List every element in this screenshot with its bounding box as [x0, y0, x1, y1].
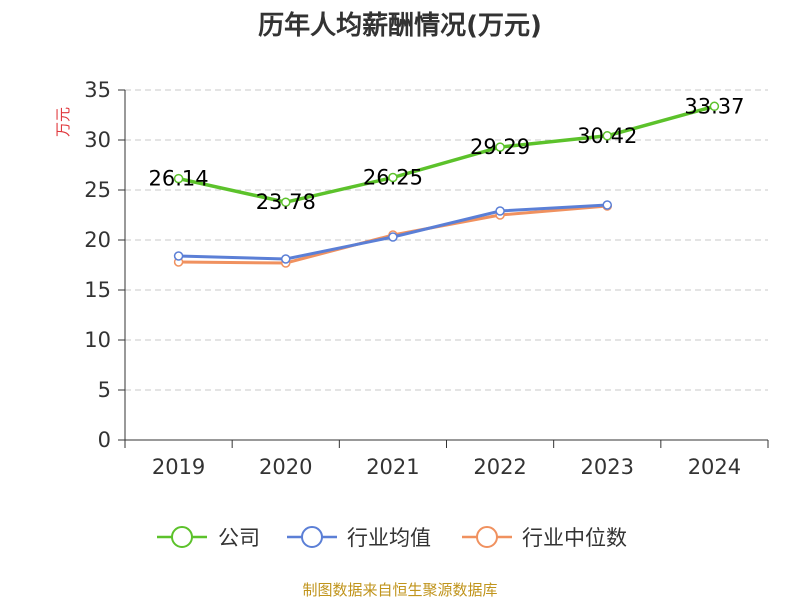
legend-label: 行业中位数: [522, 526, 627, 550]
x-tick-label: 2020: [259, 455, 312, 479]
y-tick-label: 25: [84, 178, 111, 202]
legend-swatch-marker: [476, 526, 498, 548]
data-label: 33.37: [684, 94, 744, 118]
legend-label: 公司: [218, 526, 260, 550]
data-point: [602, 200, 612, 210]
legend-swatch-marker: [171, 526, 193, 548]
y-tick-label: 15: [84, 278, 111, 302]
data-label: 26.14: [149, 167, 209, 191]
x-tick-label: 2024: [688, 455, 741, 479]
x-tick-label: 2021: [366, 455, 419, 479]
y-tick-label: 5: [98, 378, 111, 402]
series-line-0: [178, 104, 715, 204]
data-point: [173, 173, 184, 184]
y-axis-label: 万元: [54, 107, 72, 137]
data-point: [281, 254, 291, 264]
data-point: [173, 251, 184, 261]
x-tick-label: 2019: [152, 455, 205, 479]
legend-item-2[interactable]: 行业中位数: [462, 526, 627, 550]
data-point: [388, 232, 398, 242]
data-label: 26.25: [363, 166, 423, 190]
legend-item-0[interactable]: 公司: [157, 526, 260, 550]
data-point: [602, 131, 612, 141]
data-point: [709, 101, 720, 112]
x-tick-label: 2022: [473, 455, 526, 479]
y-tick-label: 35: [84, 78, 111, 102]
grid-lines: [125, 89, 768, 391]
data-point: [281, 197, 291, 207]
data-point: [495, 206, 505, 216]
y-tick-label: 30: [84, 128, 111, 152]
series-group: [173, 101, 720, 268]
axes: 0 5 10 15 20 25 30 35 2019 2020 2021 2022 2023 2024: [84, 78, 769, 479]
y-tick-label: 20: [84, 228, 111, 252]
legend: 公司 行业均值 行业中位数: [157, 526, 627, 550]
chart-title: 历年人均薪酬情况(万元): [258, 10, 542, 41]
data-point: [495, 142, 505, 152]
y-tick-label: 0: [98, 428, 111, 452]
data-point: [388, 172, 398, 183]
legend-label: 行业均值: [347, 526, 431, 550]
source-note: 制图数据来自恒生聚源数据库: [302, 581, 497, 599]
data-label: 23.78: [256, 190, 316, 214]
legend-item-1[interactable]: 行业均值: [287, 526, 431, 550]
data-label: 29.29: [470, 135, 530, 159]
data-label: 30.42: [577, 124, 637, 148]
y-tick-label: 10: [84, 328, 111, 352]
legend-swatch-marker: [301, 526, 323, 548]
data-labels: 26.14 23.78 26.25 29.29 30.42 33.37: [149, 94, 745, 214]
x-tick-label: 2023: [581, 455, 634, 479]
